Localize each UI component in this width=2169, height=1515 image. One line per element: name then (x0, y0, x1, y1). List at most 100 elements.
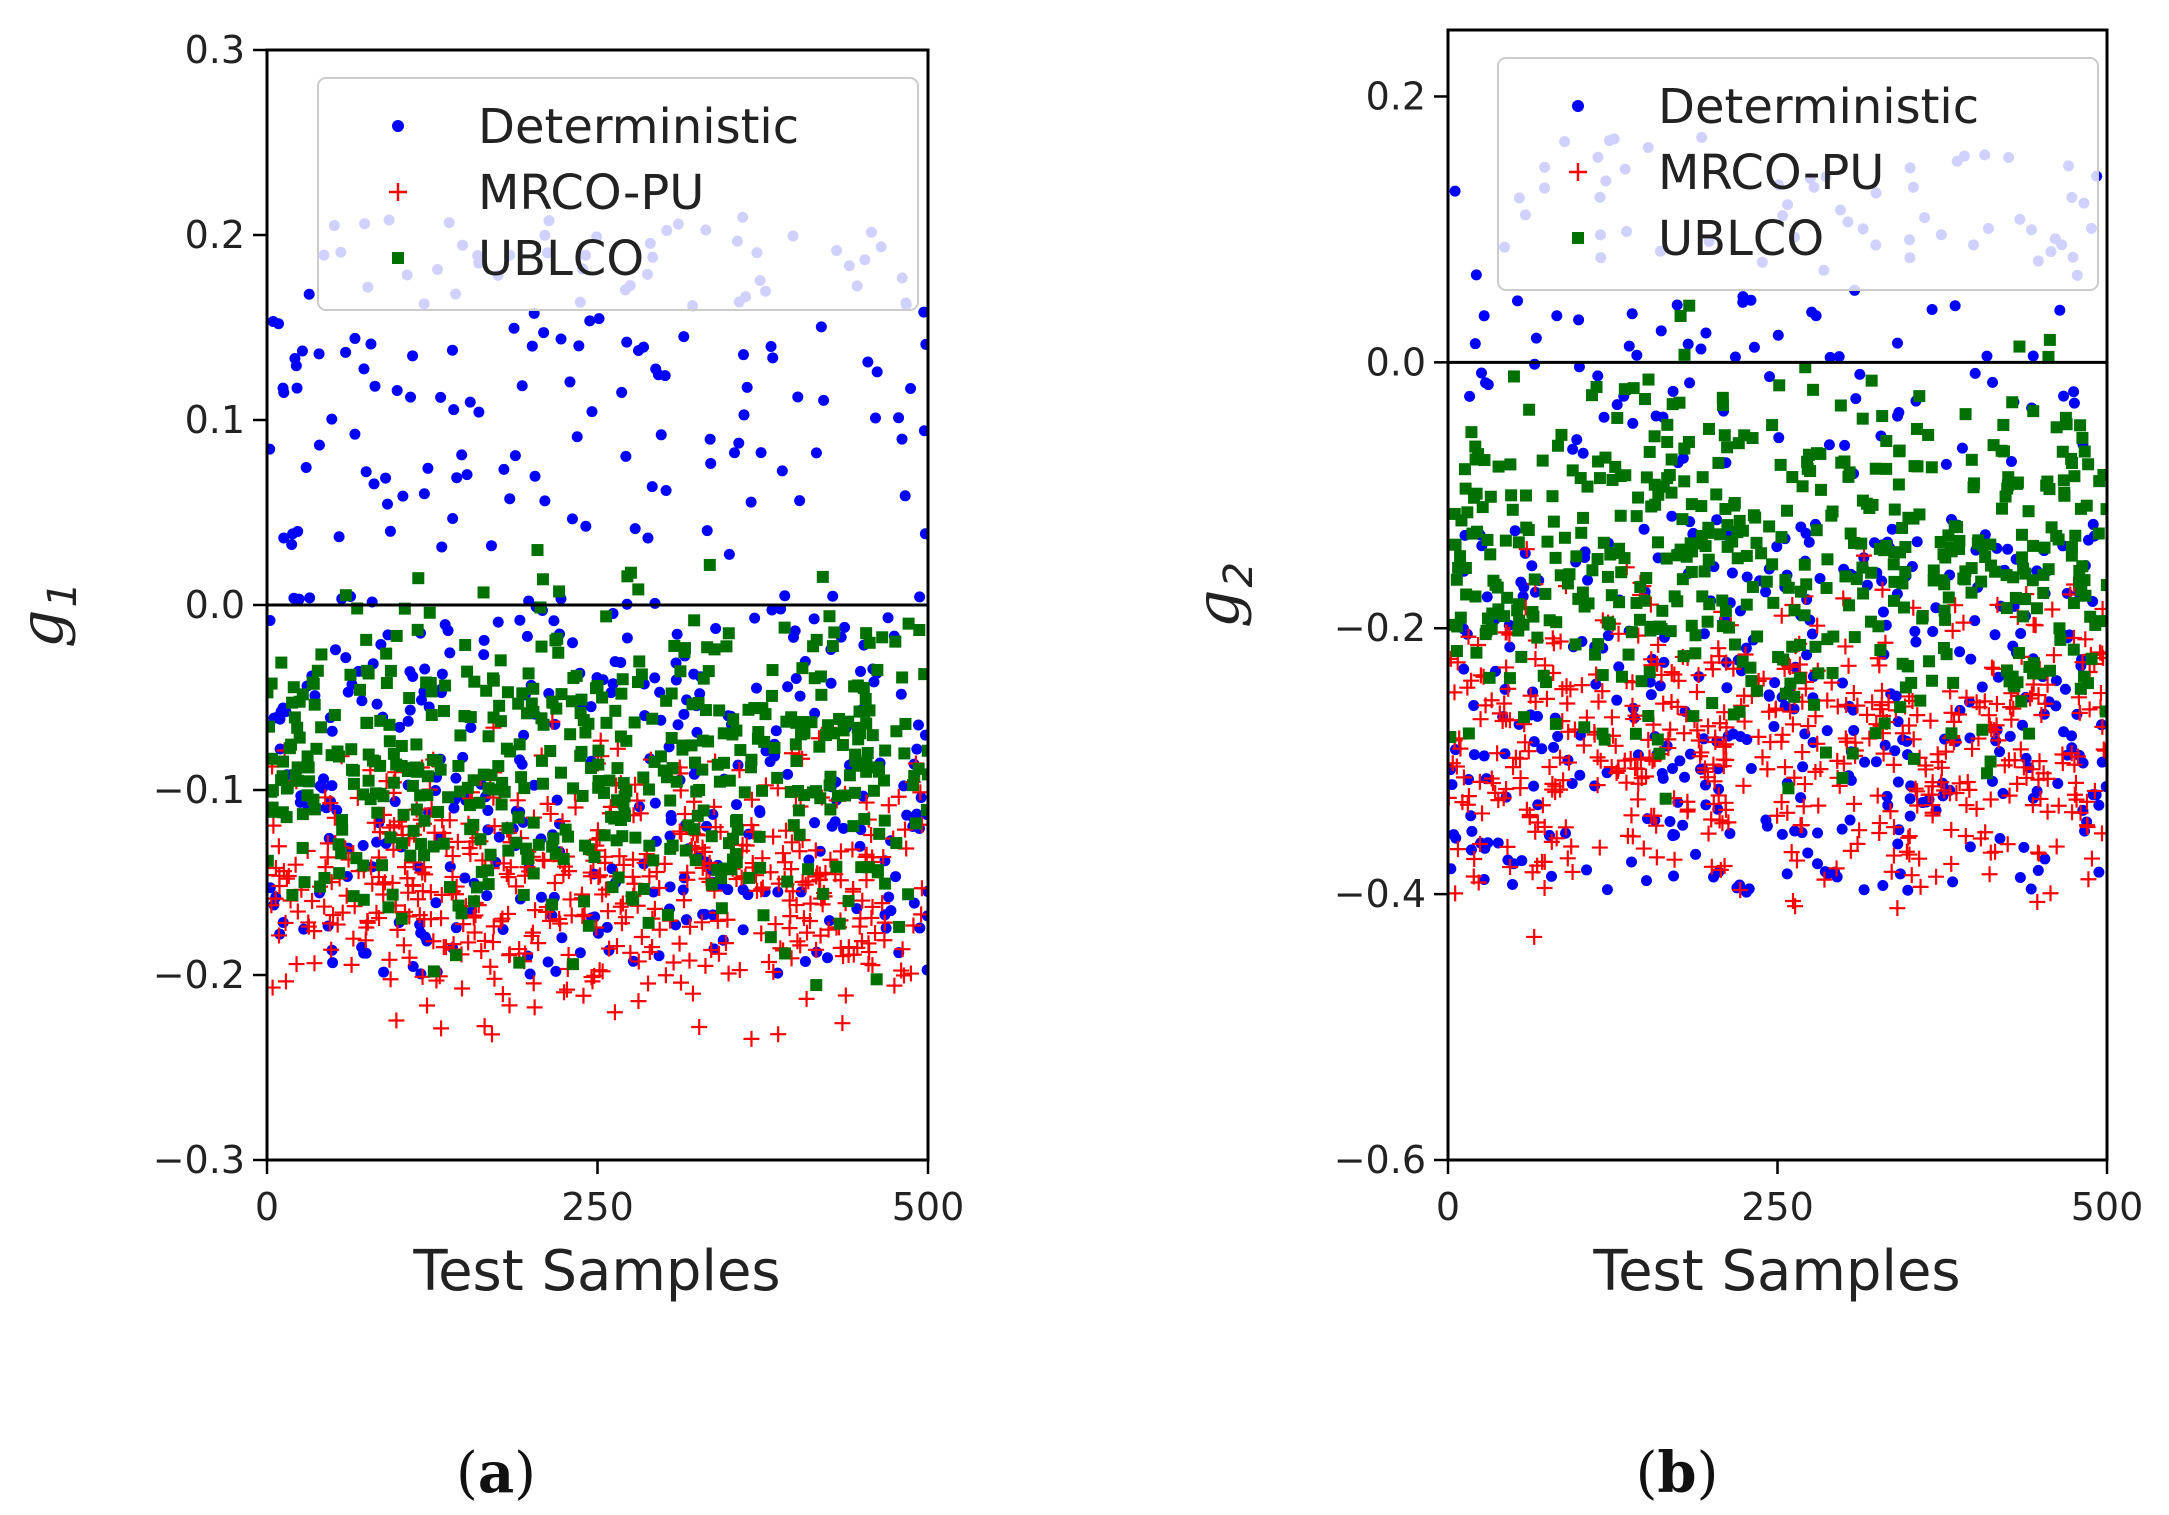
data-point (750, 682, 762, 694)
data-point (421, 789, 434, 802)
data-point (316, 898, 333, 915)
data-point (797, 876, 814, 893)
data-points (1448, 131, 2107, 945)
data-point (744, 761, 757, 774)
data-point (407, 350, 419, 362)
data-point (1643, 445, 1656, 458)
data-point (609, 704, 622, 717)
data-point (792, 804, 805, 817)
data-point (1449, 538, 1462, 551)
data-point (895, 967, 912, 984)
data-point (1898, 601, 1911, 614)
data-point (1689, 722, 1706, 739)
data-point (1666, 763, 1678, 775)
data-point (1534, 797, 1551, 814)
data-point (2018, 841, 2030, 853)
data-point (1845, 774, 1857, 786)
data-point (1484, 490, 1497, 503)
data-point (1959, 408, 1972, 421)
data-point (1878, 717, 1891, 730)
data-point (642, 783, 655, 796)
data-point (793, 828, 806, 841)
data-point (1559, 695, 1576, 712)
data-point (308, 803, 321, 816)
data-point (300, 914, 317, 931)
data-point (726, 853, 739, 866)
data-point (1716, 594, 1729, 607)
data-point (1483, 671, 1496, 684)
data-point (527, 682, 540, 695)
data-point (357, 788, 370, 801)
data-point (1977, 824, 1994, 841)
data-point (2015, 528, 2028, 541)
data-point (921, 910, 928, 922)
data-point (1466, 527, 1479, 540)
data-point (611, 848, 628, 865)
data-point (1687, 710, 1700, 723)
data-point (899, 490, 911, 502)
data-point (794, 495, 806, 507)
data-point (481, 890, 493, 902)
data-point (705, 457, 717, 469)
data-point (1894, 868, 1906, 880)
data-point (380, 647, 393, 660)
data-point (1699, 540, 1712, 553)
data-point (799, 955, 811, 967)
data-point (737, 349, 749, 361)
chart-panel-b: g2 Test Samples −0.6−0.4−0.20.00.20 250 50… (1183, 28, 2143, 1304)
data-point (1698, 565, 1711, 578)
data-point (465, 721, 477, 733)
y-tick-label: −0.3 (153, 1138, 245, 1182)
data-point (671, 628, 683, 640)
legend-label: MRCO-PU (1658, 145, 1884, 201)
data-point (2100, 503, 2107, 516)
data-point (1891, 337, 1903, 349)
data-point (1678, 442, 1691, 455)
data-point (679, 871, 696, 888)
data-point (895, 688, 907, 700)
data-point (1876, 410, 1889, 423)
data-point (918, 306, 928, 318)
data-point (1772, 329, 1784, 341)
data-point (896, 671, 909, 684)
data-point (275, 656, 288, 669)
data-point (1958, 689, 1975, 706)
data-point (596, 691, 609, 704)
data-point (600, 610, 613, 623)
data-point (421, 770, 434, 783)
data-point (880, 922, 892, 934)
data-point (410, 738, 423, 751)
data-point (697, 804, 710, 817)
data-point (2025, 616, 2042, 633)
data-point (869, 412, 881, 424)
data-point (531, 544, 544, 557)
data-point (914, 591, 926, 603)
data-point (1650, 636, 1667, 653)
data-point (1896, 521, 1909, 534)
data-point (1607, 737, 1624, 754)
data-point (492, 616, 504, 628)
data-point (501, 997, 518, 1014)
data-point (1459, 679, 1476, 696)
data-point (684, 985, 701, 1002)
data-point (1544, 630, 1561, 647)
data-point (1592, 370, 1604, 382)
data-point (1910, 636, 1922, 648)
data-point (2004, 730, 2016, 742)
data-point (1836, 677, 1848, 689)
data-point (1807, 737, 1819, 749)
data-point (545, 898, 558, 911)
data-point (1555, 772, 1572, 789)
data-point (1684, 748, 1696, 760)
data-point (1937, 743, 1954, 760)
data-point (1458, 663, 1470, 675)
data-point (478, 649, 490, 661)
data-point (423, 606, 436, 619)
data-point (1971, 699, 1988, 716)
data-point (1997, 787, 2009, 799)
data-point (1824, 351, 1836, 363)
data-point (378, 966, 390, 978)
data-point (1953, 534, 1966, 547)
data-point (345, 930, 362, 947)
data-point (1907, 780, 1924, 797)
